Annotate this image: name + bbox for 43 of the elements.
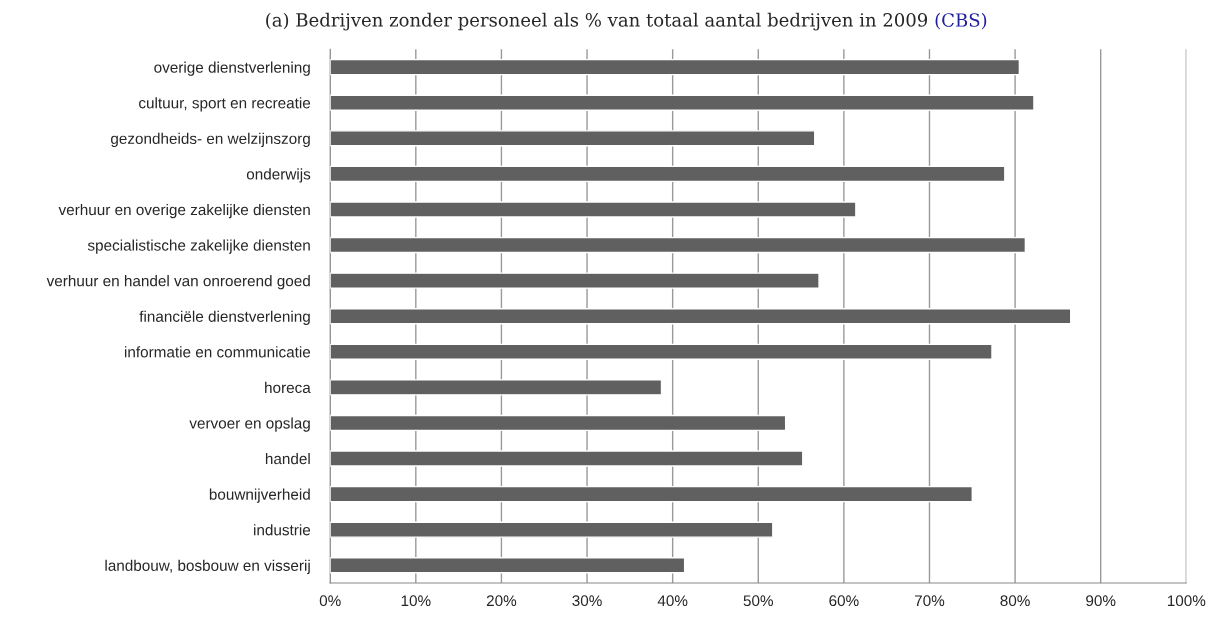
y-tick-label: overige dienstverlening xyxy=(154,61,310,76)
x-tick-label: 60% xyxy=(829,595,859,607)
y-tick-label: vervoer en opslag xyxy=(189,417,310,432)
y-tick-label: horeca xyxy=(265,381,311,394)
bar xyxy=(330,130,816,147)
y-tick-label: specialistische zakelijke diensten xyxy=(87,239,310,254)
bar xyxy=(330,557,686,574)
y-tick-label: cultuur, sport en recreatie xyxy=(139,97,311,112)
x-tick-label: 30% xyxy=(572,595,602,607)
bar xyxy=(330,201,857,218)
y-tick-label: industrie xyxy=(254,524,311,536)
y-tick-label: financiële dienstverlening xyxy=(139,310,310,325)
x-tick-label: 80% xyxy=(1000,595,1030,607)
bar xyxy=(330,165,1006,183)
x-tick-label: 40% xyxy=(657,595,688,607)
bar xyxy=(330,94,1035,111)
x-tick-label: 50% xyxy=(743,595,774,607)
y-tick-label: verhuur en handel van onroerend goed xyxy=(46,275,310,290)
y-tick-label: gezondheids- en welzijnszorg xyxy=(111,132,310,148)
bar xyxy=(330,379,663,396)
x-tick-label: 100% xyxy=(1167,595,1206,607)
bar xyxy=(330,58,1021,76)
y-tick-label: bouwnijverheid xyxy=(209,488,310,503)
x-tick-label: 90% xyxy=(1086,595,1116,607)
bar xyxy=(330,414,787,432)
y-tick-label: informatie en communicatie xyxy=(124,346,311,358)
x-tick-label: 0% xyxy=(319,595,341,607)
x-tick-label: 70% xyxy=(914,595,945,607)
chart-title: (a) Bedrijven zonder personeel als % van totaal aantal bedrijven in 2009 xyxy=(266,12,928,31)
y-tick-label: landbouw, bosbouw en visserij xyxy=(105,559,310,574)
x-tick-label: 10% xyxy=(401,595,431,607)
y-tick-label: handel xyxy=(265,453,310,465)
text: (CBS) xyxy=(935,12,987,30)
bar xyxy=(330,343,993,360)
bar xyxy=(330,485,973,503)
bar xyxy=(330,521,774,538)
bar xyxy=(330,272,820,289)
bar xyxy=(330,450,804,467)
x-tick-label: 20% xyxy=(486,595,517,607)
y-tick-label: onderwijs xyxy=(246,168,311,183)
bar xyxy=(330,236,1027,254)
bar xyxy=(330,308,1072,325)
y-tick-label: verhuur en overige zakelijke diensten xyxy=(58,203,310,219)
